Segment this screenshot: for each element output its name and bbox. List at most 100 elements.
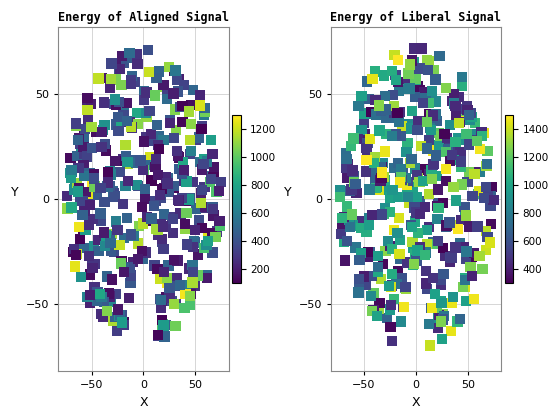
Point [342, 156, 351, 163]
Point [209, 163, 218, 170]
Point [489, 197, 498, 203]
Point [421, 280, 430, 287]
Point [114, 98, 123, 105]
Point [151, 163, 160, 170]
Point [352, 189, 361, 196]
Point [194, 134, 203, 141]
Point [374, 178, 383, 184]
Point [410, 194, 419, 201]
Point [74, 223, 83, 230]
Point [347, 142, 356, 149]
Point [403, 178, 412, 185]
Point [156, 295, 165, 302]
Point [83, 190, 92, 197]
Point [409, 184, 418, 190]
Point [172, 76, 181, 83]
Point [181, 220, 190, 227]
Point [458, 74, 466, 81]
Point [181, 287, 190, 294]
Point [133, 240, 142, 247]
Point [346, 224, 354, 231]
Point [377, 107, 386, 114]
Point [469, 296, 478, 302]
Point [440, 252, 449, 259]
Point [77, 273, 86, 280]
Point [424, 223, 433, 230]
Point [158, 321, 167, 328]
Point [433, 315, 442, 322]
Point [483, 160, 492, 167]
Point [438, 245, 447, 252]
Point [166, 116, 175, 123]
Point [208, 249, 217, 256]
Point [388, 133, 396, 139]
Point [106, 171, 115, 178]
Point [340, 239, 349, 245]
Point [362, 228, 371, 235]
Point [141, 110, 150, 117]
Point [396, 132, 405, 139]
Point [213, 228, 222, 235]
Point [410, 94, 419, 100]
Point [117, 258, 126, 265]
Point [139, 167, 148, 173]
Point [450, 222, 459, 229]
Point [465, 223, 474, 230]
Point [371, 185, 380, 192]
Point [171, 126, 180, 133]
Point [66, 170, 74, 176]
Point [482, 163, 491, 169]
Point [197, 190, 206, 197]
Point [113, 328, 122, 334]
Point [374, 268, 382, 275]
Point [120, 318, 129, 325]
Point [152, 74, 161, 81]
Point [159, 322, 168, 329]
Point [405, 121, 414, 128]
Point [401, 284, 410, 290]
Point [74, 188, 83, 195]
Point [421, 95, 430, 102]
Point [208, 150, 217, 157]
Point [139, 220, 148, 227]
Point [103, 183, 112, 190]
Point [379, 160, 388, 166]
Point [87, 100, 96, 107]
Point [117, 312, 126, 319]
Point [409, 45, 418, 52]
Point [408, 108, 417, 114]
Point [395, 179, 404, 186]
Point [467, 253, 476, 260]
Point [215, 218, 224, 224]
Point [178, 171, 186, 177]
Point [445, 254, 454, 260]
Point [171, 301, 180, 307]
Point [107, 60, 116, 67]
Point [380, 93, 389, 100]
Point [197, 187, 206, 194]
Point [456, 217, 465, 223]
Point [203, 235, 212, 242]
Point [104, 179, 113, 186]
Point [154, 331, 163, 338]
Point [96, 210, 105, 217]
Point [200, 184, 209, 191]
Point [80, 197, 89, 204]
Point [432, 241, 441, 247]
Point [81, 189, 90, 196]
Point [374, 264, 382, 270]
Point [119, 268, 128, 275]
Point [208, 230, 217, 237]
Point [377, 175, 386, 181]
Point [183, 241, 192, 248]
Point [134, 183, 143, 189]
Point [386, 208, 395, 215]
Point [387, 245, 396, 252]
Point [155, 146, 164, 152]
Point [366, 136, 375, 142]
Point [388, 68, 396, 74]
Point [156, 192, 165, 199]
Point [89, 175, 98, 182]
Point [90, 284, 99, 290]
Point [195, 102, 204, 109]
